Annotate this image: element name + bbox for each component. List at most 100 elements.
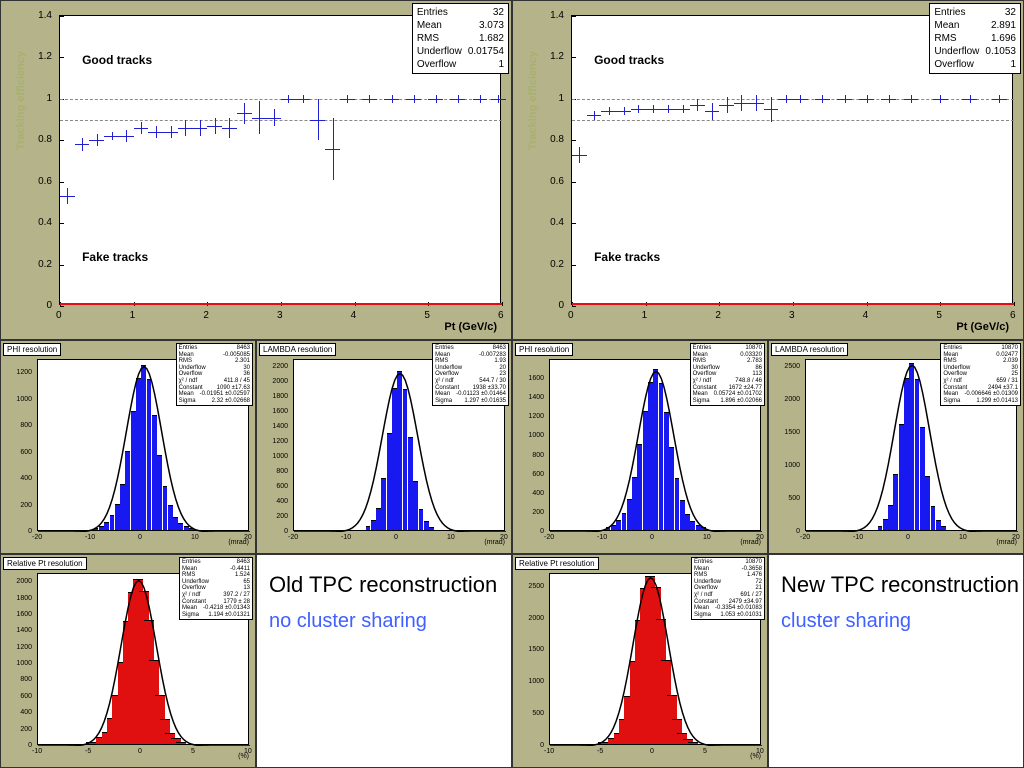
x-tick: 2 xyxy=(715,310,721,321)
hist-bar xyxy=(925,476,930,530)
stats-box: Entries32Mean3.073RMS1.682Underflow0.017… xyxy=(412,3,509,74)
hist-bar xyxy=(366,526,371,530)
hist-bar xyxy=(936,520,941,530)
hist-bar xyxy=(931,506,936,530)
hist-bar xyxy=(685,514,690,530)
hist-bar xyxy=(893,474,898,530)
stats-box: Entries32Mean2.891RMS1.696Underflow0.105… xyxy=(929,3,1021,74)
hist-title: PHI resolution xyxy=(515,343,573,356)
xlabel: (mrad) xyxy=(740,539,761,546)
hist-bar xyxy=(115,504,120,530)
hist-bar xyxy=(152,415,157,530)
lambda-hist-right: 05001000150020002500-20-1001020LAMBDA re… xyxy=(768,340,1024,554)
stats-box: Entries10870Mean0.03320RMS2.783Underflow… xyxy=(690,343,765,406)
hist-bar xyxy=(616,520,621,530)
x-tick: 6 xyxy=(1010,310,1016,321)
y-tick: 400 xyxy=(20,475,32,482)
x-tick: 2 xyxy=(203,310,209,321)
hist-bar xyxy=(104,522,109,530)
y-tick: 1000 xyxy=(16,660,32,667)
hist-bar xyxy=(397,371,402,530)
hist-bar xyxy=(387,433,392,530)
x-tick: 0 xyxy=(394,534,398,541)
y-tick: 500 xyxy=(532,710,544,717)
xlabel: Pt (GeV/c) xyxy=(956,321,1009,333)
y-tick: 1 xyxy=(46,93,52,104)
hist-bar xyxy=(920,427,925,530)
y-tick: 800 xyxy=(276,468,288,475)
fake-tracks-label: Fake tracks xyxy=(82,250,148,264)
x-tick: -10 xyxy=(853,534,863,541)
tracking-panel-left: 012345600.20.40.60.811.21.4Good tracksFa… xyxy=(0,0,512,340)
x-tick: 0 xyxy=(138,534,142,541)
hist-bar xyxy=(627,499,632,530)
x-tick: -20 xyxy=(288,534,298,541)
hist-bar xyxy=(429,527,434,530)
hist-bar xyxy=(653,369,658,530)
hist-bar xyxy=(680,500,685,530)
x-tick: 0 xyxy=(56,310,62,321)
hist-bar xyxy=(675,478,680,530)
y-tick: 1600 xyxy=(16,611,32,618)
y-tick: 200 xyxy=(532,509,544,516)
caption-new-title: New TPC reconstruction xyxy=(781,571,1019,599)
hist-bar xyxy=(878,526,883,530)
hist-bar xyxy=(125,451,130,530)
pt-hist-right: 05001000150020002500-10-50510Relative Pt… xyxy=(512,554,768,768)
hist-bar xyxy=(110,515,115,530)
stats-box: Entries8463Mean-0.007283RMS1.93Underflow… xyxy=(432,343,509,406)
stats-box: Entries10870Mean0.02477RMS2.039Underflow… xyxy=(940,343,1021,406)
pt-hist-left: 0200400600800100012001400160018002000-10… xyxy=(0,554,256,768)
hist-bar xyxy=(883,519,888,530)
hist-bar xyxy=(688,742,698,744)
x-tick: 5 xyxy=(424,310,430,321)
hist-bar xyxy=(147,379,152,530)
x-tick: 3 xyxy=(277,310,283,321)
hist-bar xyxy=(899,424,904,530)
hist-bar xyxy=(371,520,376,530)
xlabel: (mrad) xyxy=(484,539,505,546)
y-tick: 0.2 xyxy=(38,259,52,270)
lambda-hist-left: 0200400600800100012001400160018002000220… xyxy=(256,340,512,554)
stats-box: Entries8463Mean-0.4411RMS1.524Underflow6… xyxy=(179,557,253,620)
x-tick: 1 xyxy=(130,310,136,321)
hist-bar xyxy=(178,523,183,530)
caption-old-sub: no cluster sharing xyxy=(269,609,497,634)
y-tick: 400 xyxy=(20,709,32,716)
hist-bar xyxy=(99,526,104,530)
hist-bar xyxy=(408,437,413,530)
y-tick: 1000 xyxy=(16,396,32,403)
y-tick: 1 xyxy=(558,93,564,104)
x-tick: 10 xyxy=(959,534,967,541)
y-tick: 2500 xyxy=(784,363,800,370)
grid-line xyxy=(60,120,502,121)
x-tick: 0 xyxy=(138,748,142,755)
y-tick: 1.2 xyxy=(550,51,564,62)
y-tick: 1400 xyxy=(272,423,288,430)
stats-box: Entries8463Mean-0.005085RMS2.301Underflo… xyxy=(176,343,253,406)
hist-title: Relative Pt resolution xyxy=(515,557,599,570)
y-tick: 2000 xyxy=(272,378,288,385)
hist-title: LAMBDA resolution xyxy=(259,343,336,356)
hist-bar xyxy=(157,455,162,530)
y-tick: 0.8 xyxy=(550,134,564,145)
y-tick: 1000 xyxy=(272,453,288,460)
y-tick: 1500 xyxy=(528,646,544,653)
hist-bar xyxy=(131,411,136,530)
fake-tracks-label: Fake tracks xyxy=(594,250,660,264)
phi-hist-right: 02004006008001000120014001600-20-1001020… xyxy=(512,340,768,554)
hist-bar xyxy=(909,363,914,530)
y-tick: 1600 xyxy=(272,408,288,415)
y-tick: 1000 xyxy=(528,678,544,685)
y-tick: 800 xyxy=(532,452,544,459)
x-tick: -10 xyxy=(341,534,351,541)
hist-bar xyxy=(141,365,146,530)
ylabel: Tracking efficiency xyxy=(527,51,539,150)
x-tick: -10 xyxy=(544,748,554,755)
y-tick: 600 xyxy=(20,449,32,456)
row-phi-lambda: 020040060080010001200-20-1001020PHI reso… xyxy=(0,340,1024,554)
y-tick: 200 xyxy=(276,513,288,520)
x-tick: -20 xyxy=(800,534,810,541)
y-tick: 1.2 xyxy=(38,51,52,62)
x-tick: -5 xyxy=(85,748,91,755)
